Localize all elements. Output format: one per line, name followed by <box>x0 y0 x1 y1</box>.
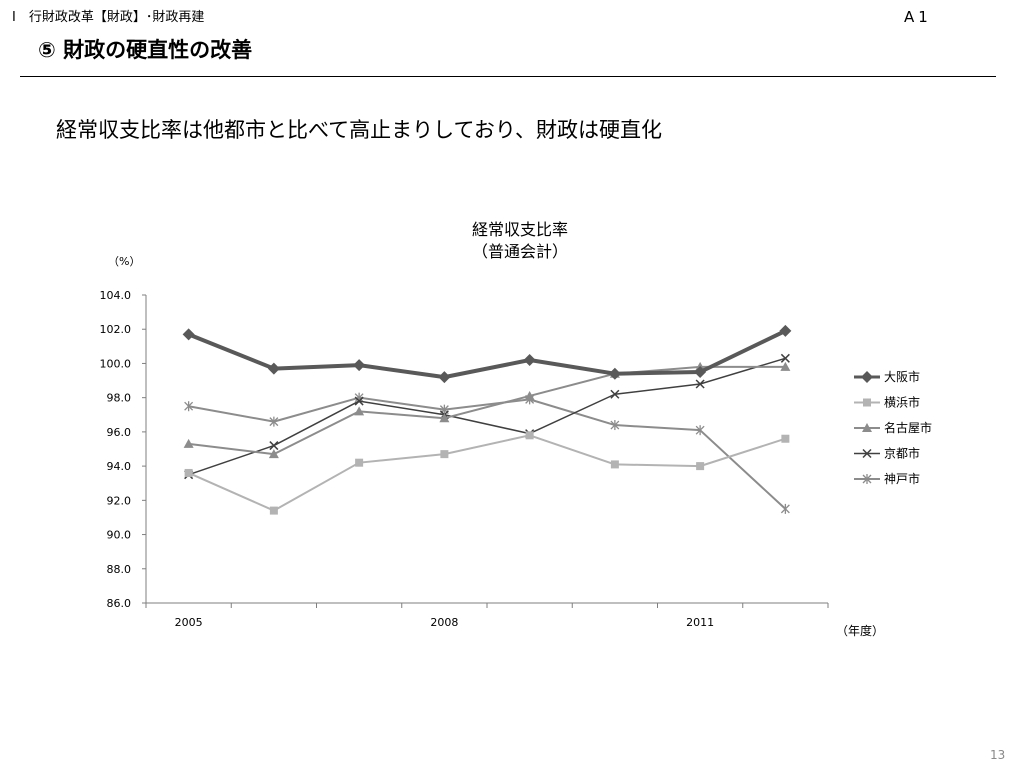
legend-item-4: 神戸市 <box>854 471 920 486</box>
y-tick-label: 96.0 <box>107 426 132 439</box>
y-tick-label: 94.0 <box>107 460 132 473</box>
x-tick-label: 2005 <box>175 616 203 629</box>
data-point <box>353 359 366 372</box>
data-point <box>438 371 451 384</box>
data-point <box>269 441 279 451</box>
series-line <box>188 396 787 510</box>
data-point <box>524 390 535 400</box>
page-number: 13 <box>990 748 1006 762</box>
legend-marker <box>862 474 872 484</box>
title-divider <box>20 76 996 77</box>
y-tick-label: 104.0 <box>100 289 132 302</box>
page-title: ⑤ 財政の硬直性の改善 <box>38 38 253 62</box>
series-line <box>188 434 786 512</box>
data-point <box>269 416 279 427</box>
y-tick-label: 90.0 <box>107 529 132 542</box>
data-point <box>184 468 193 477</box>
series-line <box>188 365 786 456</box>
series-2 <box>183 361 791 459</box>
chart-subtitle: （普通会計） <box>471 242 568 261</box>
series-1 <box>184 431 790 515</box>
slide-id: A1 <box>904 8 932 26</box>
chart-title: 経常収支比率 <box>471 220 568 239</box>
data-point <box>355 458 364 467</box>
data-point <box>608 367 621 380</box>
data-point <box>523 354 536 367</box>
data-point <box>439 413 450 423</box>
data-point <box>182 328 195 341</box>
data-point <box>610 460 619 469</box>
legend-item-0: 大阪市 <box>854 369 920 384</box>
legend-marker <box>862 423 872 432</box>
breadcrumb: Ⅰ 行財政改革【財政】･財政再建 <box>12 10 205 25</box>
data-point <box>184 401 194 412</box>
y-tick-label: 92.0 <box>107 494 132 507</box>
legend-marker <box>862 448 872 459</box>
chart-title-block: 経常収支比率 （普通会計） <box>380 219 660 263</box>
y-tick-label: 88.0 <box>107 563 132 576</box>
legend-label: 横浜市 <box>884 395 920 410</box>
legend-label: 名古屋市 <box>884 420 932 435</box>
data-point <box>183 438 194 448</box>
data-point <box>779 324 792 337</box>
data-point <box>354 406 365 416</box>
data-point <box>267 362 280 375</box>
data-point <box>269 506 278 515</box>
data-point <box>694 366 707 378</box>
data-point <box>695 379 705 389</box>
series-line <box>187 329 787 380</box>
data-point <box>525 431 534 440</box>
data-point <box>354 396 364 406</box>
data-point <box>780 361 791 371</box>
data-point <box>780 503 790 514</box>
legend-label: 神戸市 <box>884 471 920 486</box>
data-point <box>695 425 705 436</box>
data-point <box>781 434 790 443</box>
series-line <box>188 357 786 476</box>
y-tick-label: 102.0 <box>100 323 132 336</box>
data-point <box>696 462 705 471</box>
data-point <box>268 449 279 459</box>
legend-item-1: 横浜市 <box>854 395 920 410</box>
legend-item-2: 名古屋市 <box>854 420 932 435</box>
y-tick-label: 100.0 <box>100 357 132 370</box>
legend-label: 大阪市 <box>884 369 920 384</box>
y-axis-unit: （%） <box>108 255 141 268</box>
data-point <box>610 420 620 431</box>
data-point <box>610 389 620 399</box>
headline: 経常収支比率は他都市と比べて高止まりしており、財政は硬直化 <box>56 118 663 142</box>
x-axis-unit: （年度） <box>836 624 885 638</box>
series-0 <box>182 324 792 384</box>
legend-item-3: 京都市 <box>854 446 920 461</box>
x-tick-label: 2011 <box>686 616 714 629</box>
y-tick-label: 98.0 <box>107 392 132 405</box>
legend-label: 京都市 <box>884 446 920 461</box>
data-point <box>780 353 790 363</box>
legend-marker <box>861 371 873 383</box>
y-tick-label: 86.0 <box>107 597 132 610</box>
legend-marker <box>863 398 871 407</box>
data-point <box>440 450 449 459</box>
x-tick-label: 2008 <box>430 616 458 629</box>
